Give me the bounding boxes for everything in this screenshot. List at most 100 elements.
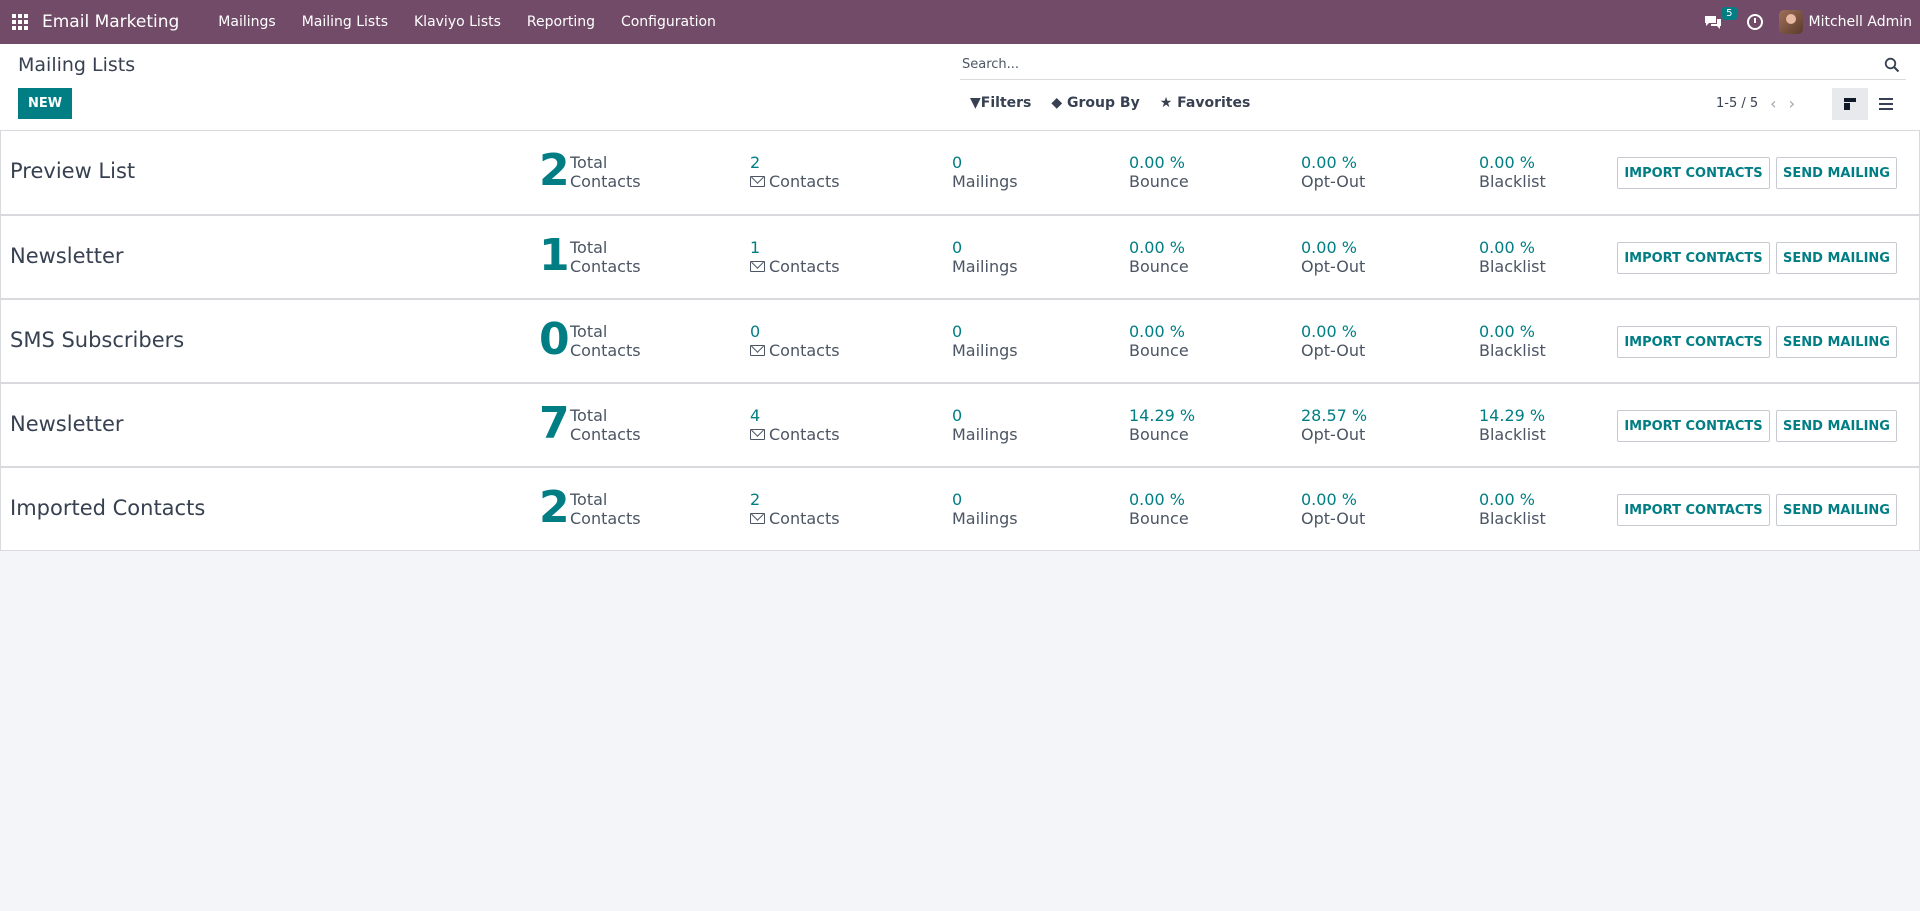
total-count[interactable]: 7 — [539, 398, 570, 449]
control-panel: Mailing Lists NEW ▼Filters ◆ Group By ★ … — [0, 44, 1920, 131]
optout-stat: 0.00 % Opt-Out — [1301, 322, 1366, 360]
email-contacts-stat[interactable]: 2 Contacts — [750, 153, 840, 191]
optout-stat: 0.00 % Opt-Out — [1301, 153, 1366, 191]
mailing-list-kanban: Preview List 2 Total Contacts 2 Contacts 0… — [0, 131, 1920, 551]
total-label: Total — [570, 490, 608, 509]
email-contacts-stat[interactable]: 2 Contacts — [750, 490, 840, 528]
bounce-stat: 14.29 % Bounce — [1129, 406, 1196, 444]
user-name: Mitchell Admin — [1808, 14, 1913, 30]
mailings-stat[interactable]: 0 Mailings — [952, 238, 1018, 276]
avatar — [1778, 10, 1803, 34]
import-contacts-button[interactable]: IMPORT CONTACTS — [1617, 157, 1770, 189]
kanban-view-button[interactable] — [1832, 88, 1868, 120]
total-label: Total — [570, 238, 608, 257]
layers-icon: ◆ — [1051, 95, 1063, 111]
envelope-icon — [750, 176, 765, 187]
import-contacts-button[interactable]: IMPORT CONTACTS — [1617, 326, 1770, 358]
import-contacts-button[interactable]: IMPORT CONTACTS — [1617, 410, 1770, 442]
list-icon — [1879, 98, 1893, 110]
new-button[interactable]: NEW — [18, 88, 72, 119]
top-navbar: Email Marketing Mailings Mailing Lists K… — [0, 0, 1920, 44]
bounce-stat: 0.00 % Bounce — [1129, 490, 1189, 528]
envelope-icon — [750, 513, 765, 524]
page-title: Mailing Lists — [18, 54, 136, 76]
list-view-button[interactable] — [1868, 88, 1904, 120]
optout-stat: 28.57 % Opt-Out — [1301, 406, 1368, 444]
menu-mailing-lists[interactable]: Mailing Lists — [301, 14, 388, 30]
star-icon: ★ — [1159, 95, 1173, 111]
mailings-stat[interactable]: 0 Mailings — [952, 406, 1018, 444]
activity-clock-icon[interactable] — [1746, 14, 1763, 30]
list-item[interactable]: Preview List 2 Total Contacts 2 Contacts 0… — [0, 131, 1920, 215]
chevron-left-icon[interactable]: ‹ — [1770, 94, 1777, 113]
search-bar — [960, 50, 1906, 80]
send-mailing-button[interactable]: SEND MAILING — [1776, 494, 1897, 526]
user-menu[interactable]: Mitchell Admin — [1778, 10, 1913, 34]
filters-toggle[interactable]: ▼Filters — [970, 95, 1032, 111]
mailings-stat[interactable]: 0 Mailings — [952, 322, 1018, 360]
send-mailing-button[interactable]: SEND MAILING — [1776, 410, 1897, 442]
total-count[interactable]: 0 — [539, 314, 570, 365]
list-name: Newsletter — [10, 412, 124, 436]
bounce-stat: 0.00 % Bounce — [1129, 238, 1189, 276]
send-mailing-button[interactable]: SEND MAILING — [1776, 242, 1897, 274]
bounce-stat: 0.00 % Bounce — [1129, 153, 1189, 191]
contacts-label: Contacts — [570, 425, 641, 444]
list-name: Newsletter — [10, 244, 124, 268]
email-contacts-stat[interactable]: 0 Contacts — [750, 322, 840, 360]
envelope-icon — [750, 429, 765, 440]
list-name: Imported Contacts — [10, 496, 206, 520]
main-menu: Mailings Mailing Lists Klaviyo Lists Rep… — [205, 14, 729, 30]
menu-klaviyo-lists[interactable]: Klaviyo Lists — [414, 14, 501, 30]
pager: 1-5 / 5 ‹ › — [1716, 94, 1795, 113]
app-brand[interactable]: Email Marketing — [42, 12, 180, 32]
envelope-icon — [750, 345, 765, 356]
email-contacts-stat[interactable]: 4 Contacts — [750, 406, 840, 444]
import-contacts-button[interactable]: IMPORT CONTACTS — [1617, 242, 1770, 274]
total-count[interactable]: 2 — [539, 482, 570, 533]
total-count[interactable]: 1 — [539, 230, 570, 281]
total-label: Total — [570, 406, 608, 425]
search-icon[interactable] — [1884, 57, 1900, 73]
menu-configuration[interactable]: Configuration — [620, 14, 716, 30]
favorites-toggle[interactable]: ★ Favorites — [1159, 95, 1251, 111]
list-item[interactable]: Imported Contacts 2 Total Contacts 2 Conta… — [0, 467, 1920, 551]
contacts-label: Contacts — [570, 257, 641, 276]
chevron-right-icon[interactable]: › — [1788, 94, 1795, 113]
optout-stat: 0.00 % Opt-Out — [1301, 490, 1366, 528]
message-count-badge: 5 — [1722, 7, 1737, 20]
blacklist-stat: 0.00 % Blacklist — [1479, 490, 1546, 528]
contacts-label: Contacts — [570, 341, 641, 360]
email-contacts-value: 2 — [750, 490, 761, 509]
email-contacts-value: 2 — [750, 153, 761, 172]
search-input[interactable] — [960, 57, 1884, 72]
list-item[interactable]: Newsletter 7 Total Contacts 4 Contacts 0 Ma… — [0, 383, 1920, 467]
total-label: Total — [570, 322, 608, 341]
app-grid-icon[interactable] — [12, 13, 30, 31]
mailings-stat[interactable]: 0 Mailings — [952, 490, 1018, 528]
list-item[interactable]: SMS Subscribers 0 Total Contacts 0 Contact… — [0, 299, 1920, 383]
total-count[interactable]: 2 — [539, 145, 570, 196]
chat-icon — [1704, 16, 1721, 29]
send-mailing-button[interactable]: SEND MAILING — [1776, 326, 1897, 358]
email-contacts-value: 1 — [750, 238, 761, 257]
view-switcher — [1832, 88, 1904, 120]
blacklist-stat: 0.00 % Blacklist — [1479, 322, 1546, 360]
blacklist-stat: 14.29 % Blacklist — [1479, 406, 1546, 444]
list-item[interactable]: Newsletter 1 Total Contacts 1 Contacts 0 Ma… — [0, 215, 1920, 299]
group-by-toggle[interactable]: ◆ Group By — [1051, 95, 1140, 111]
menu-mailings[interactable]: Mailings — [218, 14, 276, 30]
blacklist-stat: 0.00 % Blacklist — [1479, 238, 1546, 276]
mailings-stat[interactable]: 0 Mailings — [952, 153, 1018, 191]
pager-value[interactable]: 1-5 / 5 — [1716, 96, 1759, 111]
import-contacts-button[interactable]: IMPORT CONTACTS — [1617, 494, 1770, 526]
list-name: Preview List — [10, 159, 136, 183]
discuss-button[interactable]: 5 — [1703, 7, 1737, 33]
email-contacts-stat[interactable]: 1 Contacts — [750, 238, 840, 276]
send-mailing-button[interactable]: SEND MAILING — [1776, 157, 1897, 189]
contacts-label: Contacts — [570, 509, 641, 528]
envelope-icon — [750, 261, 765, 272]
optout-stat: 0.00 % Opt-Out — [1301, 238, 1366, 276]
menu-reporting[interactable]: Reporting — [526, 14, 595, 30]
bounce-stat: 0.00 % Bounce — [1129, 322, 1189, 360]
